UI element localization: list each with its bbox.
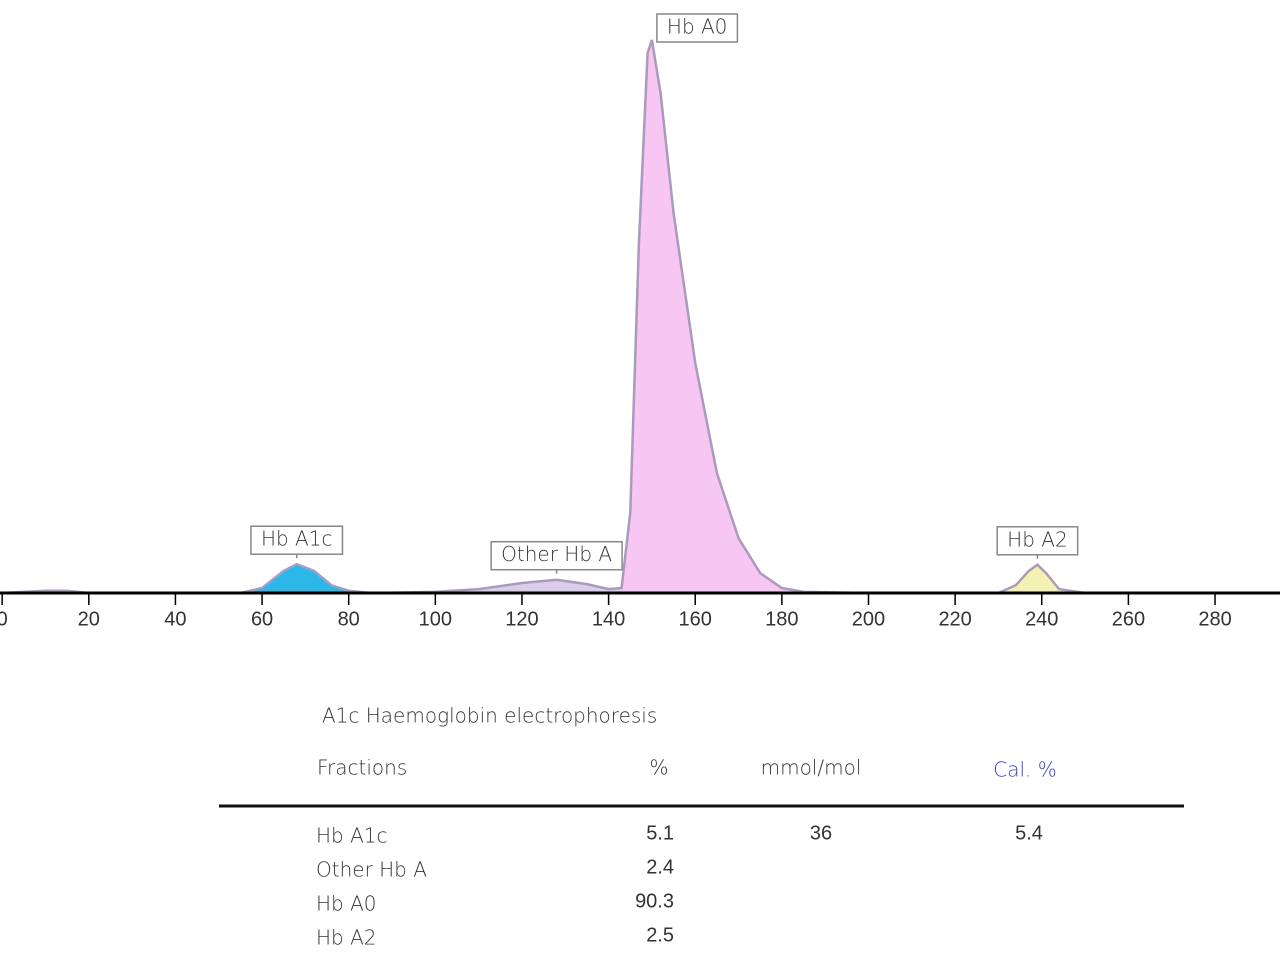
table-title: A1c Haemoglobin electrophoresis [322, 704, 657, 728]
table-cell-value: 2.4 [646, 856, 674, 878]
peak-fill [249, 564, 367, 593]
peak-label: Hb A1c [250, 525, 344, 559]
peak-label: Hb A0 [656, 13, 739, 43]
peak-label-box [250, 525, 344, 555]
peak-label: Hb A2 [996, 526, 1079, 559]
peak-label-text: Hb A1c [261, 527, 333, 551]
x-tick-label: 80 [338, 608, 360, 630]
x-tick-label: 0 [0, 608, 8, 630]
x-tick-label: 20 [78, 608, 100, 630]
peak-label-text: Hb A0 [667, 15, 728, 39]
table-cell-value: 90.3 [635, 890, 674, 912]
x-tick-label: 120 [505, 608, 538, 630]
table-header: Cal. % [993, 758, 1057, 782]
table-cell-name: Hb A0 [316, 892, 377, 916]
table-header: % [649, 756, 668, 780]
table-header: mmol/mol [761, 756, 862, 780]
x-tick-label: 40 [164, 608, 186, 630]
x-tick-label: 260 [1112, 608, 1145, 630]
x-tick-label: 140 [592, 608, 625, 630]
x-tick-label: 280 [1198, 608, 1231, 630]
peak-label-box [656, 13, 739, 43]
x-tick-label: 160 [679, 608, 712, 630]
x-tick-label: 100 [419, 608, 452, 630]
table-cell-value: 5.4 [1015, 822, 1043, 844]
trace [2, 39, 1280, 595]
table-cell-name: Hb A1c [316, 824, 388, 848]
x-tick-label: 60 [251, 608, 273, 630]
peak-label-text: Other Hb A [501, 542, 612, 566]
table-cell-value: 5.1 [646, 822, 674, 844]
table-cell-name: Hb A2 [316, 926, 377, 950]
peak-fill [621, 40, 804, 593]
peak-label-text: Hb A2 [1007, 527, 1068, 551]
peak-label: Other Hb A [490, 540, 623, 574]
table-cell-value: 36 [810, 822, 832, 844]
peak-label-box [490, 540, 623, 571]
peak-fill [1007, 564, 1077, 593]
x-tick-label: 220 [938, 608, 971, 630]
peak-label-box [996, 526, 1079, 556]
x-tick-label: 180 [765, 608, 798, 630]
x-tick-label: 240 [1025, 608, 1058, 630]
table-header: Fractions [317, 756, 407, 780]
x-tick-label: 200 [852, 608, 885, 630]
table-cell-value: 2.5 [646, 924, 674, 946]
table-cell-name: Other Hb A [316, 858, 427, 882]
